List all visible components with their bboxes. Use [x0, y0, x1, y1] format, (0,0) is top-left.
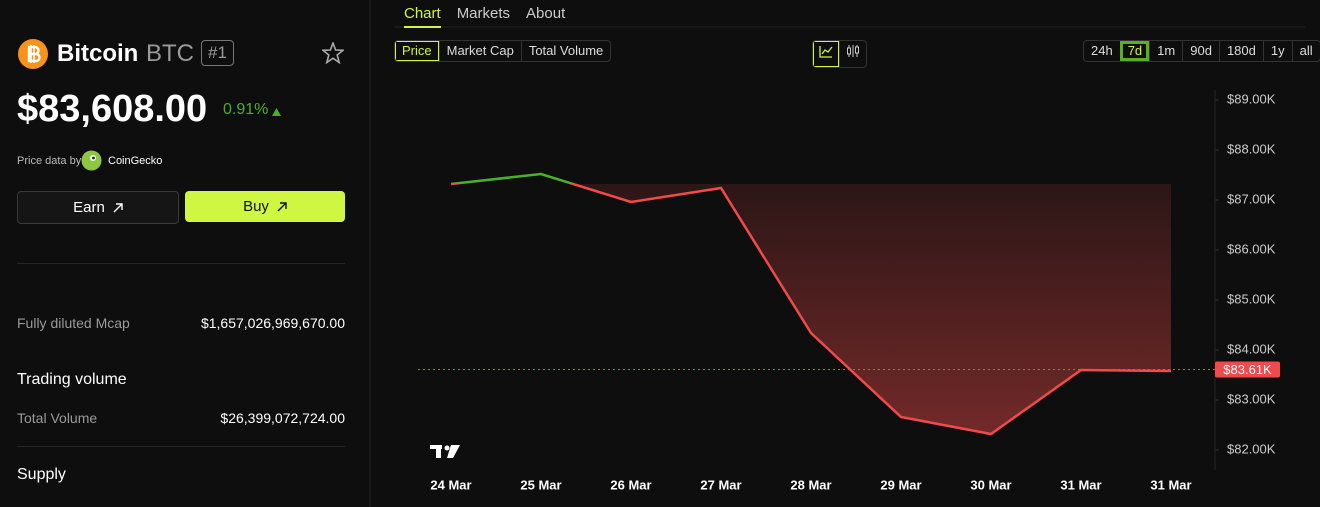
- range-tab[interactable]: 90d: [1182, 41, 1219, 61]
- metric-tab[interactable]: Market Cap: [438, 41, 521, 61]
- coingecko-icon: [81, 150, 102, 171]
- y-tick-label: $83.00K: [1227, 391, 1276, 406]
- y-tick-label: $85.00K: [1227, 291, 1276, 306]
- volume-row: Total Volume $26,399,072,724.00: [17, 410, 345, 426]
- metric-tabs: Price Market Cap Total Volume: [394, 40, 612, 62]
- separator: [17, 263, 345, 264]
- price-line: [450, 172, 578, 184]
- watermark: [430, 445, 460, 458]
- range-tab[interactable]: 180d: [1218, 41, 1263, 61]
- buy-button[interactable]: Buy: [185, 191, 345, 222]
- line-icon: [819, 46, 833, 58]
- source-label: Price data by: [17, 155, 82, 167]
- range-tab[interactable]: 1m: [1149, 41, 1182, 61]
- earn-button[interactable]: Earn: [17, 191, 179, 224]
- range-tab[interactable]: all: [1291, 41, 1320, 61]
- range-tab[interactable]: 7d: [1119, 41, 1150, 61]
- x-tick-label: 26 Mar: [610, 477, 651, 492]
- x-tick-label: 31 Mar: [1060, 477, 1101, 492]
- range-tab[interactable]: 24h: [1091, 43, 1113, 58]
- tab[interactable]: About: [526, 5, 566, 22]
- y-tick-label: $87.00K: [1227, 191, 1276, 206]
- x-tick-label: 29 Mar: [880, 477, 921, 492]
- fdv-label: Fully diluted Mcap: [17, 315, 130, 331]
- x-tick-label: 28 Mar: [790, 477, 831, 492]
- favorite-star[interactable]: [322, 42, 344, 64]
- last-price-label: $83.61K: [1223, 362, 1272, 377]
- section-title: Supply: [17, 466, 66, 483]
- metric-tab[interactable]: Total Volume: [520, 41, 610, 61]
- coin-name: Bitcoin: [57, 40, 139, 67]
- section-title: Trading volume: [17, 371, 127, 388]
- price: $83,608.00: [17, 88, 208, 130]
- bitcoin-icon: [18, 39, 48, 69]
- arrow-icon: [113, 202, 123, 212]
- volume-value: $26,399,072,724.00: [220, 410, 345, 426]
- x-tick-label: 30 Mar: [970, 477, 1011, 492]
- tab[interactable]: Chart: [404, 5, 441, 28]
- x-tick-label: 25 Mar: [520, 477, 561, 492]
- volume-label: Total Volume: [17, 410, 98, 426]
- area: [451, 184, 1171, 434]
- y-tick-label: $88.00K: [1227, 141, 1276, 156]
- separator: [17, 446, 345, 447]
- fdv-row: Fully diluted Mcap $1,657,026,969,670.00: [17, 315, 345, 331]
- buy-label: Buy: [243, 198, 269, 215]
- tab-bar: Chart Markets About: [404, 5, 565, 28]
- source-name: CoinGecko: [108, 155, 163, 167]
- y-tick-label: $86.00K: [1227, 241, 1276, 256]
- fdv-value: $1,657,026,969,670.00: [200, 315, 345, 331]
- line-style-button[interactable]: [813, 41, 839, 67]
- x-tick-label: 27 Mar: [700, 477, 741, 492]
- range-tab[interactable]: 1y: [1262, 41, 1292, 61]
- metric-tab[interactable]: Price: [395, 41, 439, 61]
- rank-badge: #1: [201, 40, 234, 66]
- price-change: 0.91%: [223, 101, 269, 118]
- arrow-icon: [277, 201, 287, 211]
- y-tick-label: $82.00K: [1227, 441, 1276, 456]
- candle-style-button[interactable]: [839, 41, 866, 67]
- y-tick-label: $89.00K: [1227, 91, 1276, 106]
- price-line: [451, 184, 1172, 436]
- up-arrow: [272, 108, 281, 116]
- coin-symbol: BTC: [146, 40, 194, 67]
- y-tick-label: $84.00K: [1227, 341, 1276, 356]
- earn-label: Earn: [73, 199, 105, 216]
- x-tick-label: 24 Mar: [430, 477, 471, 492]
- tab[interactable]: Markets: [456, 5, 511, 22]
- chart-style-toggle: [812, 40, 867, 68]
- last-price-box: [1215, 361, 1280, 378]
- x-tick-label: 31 Mar: [1150, 477, 1191, 492]
- candle-icon: [847, 45, 859, 57]
- range-tabs: 24h 7d 1m 90d 180d 1y all: [1083, 40, 1320, 62]
